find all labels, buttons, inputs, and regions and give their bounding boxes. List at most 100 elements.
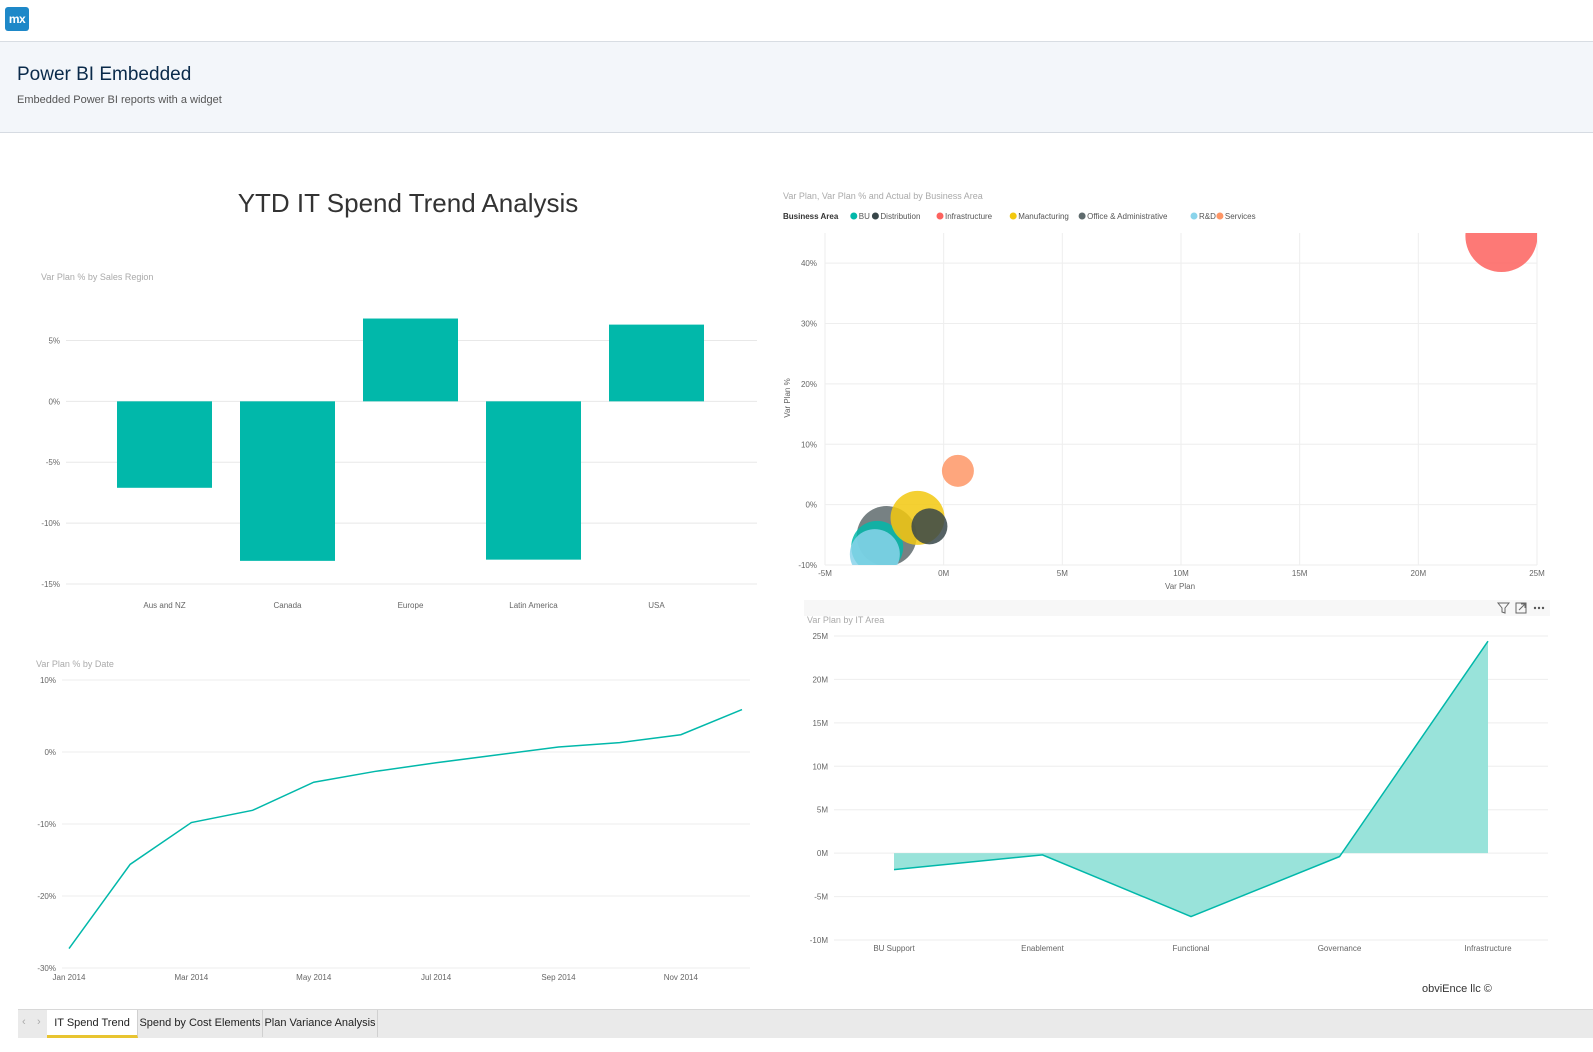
area-chart-series[interactable] (893, 640, 1489, 918)
powerbi-report: YTD IT Spend Trend Analysis Var Plan % b… (0, 133, 1593, 1008)
legend-item[interactable]: Office & Administrative (1087, 212, 1168, 221)
area-visual-header (804, 600, 1550, 616)
legend-item[interactable]: R&D (1199, 212, 1216, 221)
tab-spend-by-cost-elements[interactable]: Spend by Cost Elements (138, 1010, 263, 1037)
x-tick-label: BU Support (873, 944, 915, 953)
x-tick-label: Infrastructure (1464, 944, 1512, 953)
report-credit: obviEnce llc © (1422, 983, 1492, 995)
x-tick-label: 25M (1529, 569, 1545, 578)
scatter-legend[interactable]: Business Area BU Distribution Infrastructur… (783, 212, 1256, 221)
page-header: Power BI Embedded Embedded Power BI repo… (0, 42, 1593, 133)
x-tick-label: Europe (398, 601, 424, 610)
y-tick-label: 0% (805, 501, 817, 510)
line-chart-y-axis: 10% 0% -10% -20% -30% (37, 676, 56, 973)
page-subtitle: Embedded Power BI reports with a widget (17, 94, 222, 106)
x-tick-label: Canada (273, 601, 302, 610)
legend-swatch (1216, 212, 1224, 220)
mendix-logo[interactable]: mx (5, 7, 29, 31)
area-fill[interactable] (894, 641, 1488, 917)
y-tick-label: -10% (37, 820, 56, 829)
y-tick-label: 5% (48, 336, 60, 345)
x-tick-label: 10M (1173, 569, 1189, 578)
legend-item[interactable]: Distribution (880, 212, 920, 221)
tab-it-spend-trend[interactable]: IT Spend Trend (47, 1010, 138, 1038)
y-tick-label: 5M (817, 806, 828, 815)
y-tick-label: 10M (812, 762, 828, 771)
y-tick-label: -10M (810, 936, 829, 945)
tab-plan-variance-analysis[interactable]: Plan Variance Analysis (263, 1010, 378, 1037)
x-tick-label: Jul 2014 (421, 973, 452, 982)
line-series[interactable] (68, 708, 743, 950)
bar[interactable] (240, 401, 335, 561)
line-chart-var-plan-by-date[interactable]: Var Plan % by Date 10% 0% -10% -20% -30% Jan… (36, 659, 750, 982)
x-tick-label: Sep 2014 (541, 973, 576, 982)
y-tick-label: 0% (44, 748, 56, 757)
x-tick-label: -5M (818, 569, 832, 578)
scatter-chart-by-business-area[interactable]: Var Plan, Var Plan % and Actual by Busin… (783, 191, 1545, 591)
line-chart-series[interactable] (68, 708, 743, 950)
y-tick-label: 20% (801, 380, 817, 389)
scatter-y-axis-title: Var Plan % (783, 378, 792, 417)
bubble[interactable] (849, 529, 900, 579)
filter-icon[interactable] (1496, 602, 1511, 614)
bar-chart-y-axis: 5% 0% -5% -10% -15% (41, 336, 60, 589)
legend-swatch (1009, 212, 1017, 220)
legend-swatch (936, 212, 944, 220)
focus-mode-icon[interactable] (1515, 602, 1527, 614)
bar[interactable] (117, 401, 212, 488)
x-tick-label: Governance (1318, 944, 1362, 953)
area-chart-y-axis: 25M 20M 15M 10M 5M 0M -5M -10M (810, 632, 829, 945)
legend-item[interactable]: Infrastructure (945, 212, 993, 221)
legend-swatch (1078, 212, 1086, 220)
bubble[interactable] (911, 508, 948, 545)
y-tick-label: 0M (817, 849, 828, 858)
y-tick-label: -20% (37, 892, 56, 901)
bar-chart-title: Var Plan % by Sales Region (41, 272, 153, 282)
area-chart-var-plan-by-it-area[interactable]: Var Plan by IT Area 25M 20M 15M 10M 5M 0M -5M -… (804, 600, 1550, 953)
x-tick-label: Enablement (1021, 944, 1064, 953)
y-tick-label: 15M (812, 719, 828, 728)
report-page-tabs: ‹ › IT Spend Trend Spend by Cost Element… (18, 1009, 1593, 1038)
legend-item[interactable]: Manufacturing (1018, 212, 1069, 221)
area-line[interactable] (893, 640, 1489, 918)
x-tick-label: Functional (1173, 944, 1210, 953)
legend-swatch (1190, 212, 1198, 220)
y-tick-label: -10% (798, 561, 817, 570)
scatter-chart-bubbles[interactable] (849, 200, 1538, 579)
y-tick-label: 20M (812, 675, 828, 684)
more-options-icon[interactable] (1533, 606, 1545, 610)
y-tick-label: -5% (46, 458, 60, 467)
y-tick-label: 0% (48, 397, 60, 406)
y-tick-label: -15% (41, 580, 60, 589)
x-tick-label: May 2014 (296, 973, 332, 982)
x-tick-label: 0M (938, 569, 949, 578)
bubble[interactable] (941, 454, 974, 487)
bubble[interactable] (1465, 200, 1537, 273)
y-tick-label: -30% (37, 964, 56, 973)
legend-item[interactable]: Services (1225, 212, 1256, 221)
y-tick-label: 25M (812, 632, 828, 641)
x-tick-label: Aus and NZ (143, 601, 185, 610)
bar[interactable] (363, 318, 458, 402)
tab-next-icon[interactable]: › (37, 1016, 41, 1028)
bar[interactable] (609, 324, 704, 402)
y-tick-label: 40% (801, 259, 817, 268)
tab-prev-icon[interactable]: ‹ (22, 1016, 26, 1028)
bar[interactable] (486, 401, 581, 560)
line-chart-grid (62, 679, 750, 969)
legend-item[interactable]: BU (859, 212, 870, 221)
page-title: Power BI Embedded (17, 64, 192, 85)
y-tick-label: -10% (41, 519, 60, 528)
y-tick-label: -5M (814, 893, 828, 902)
x-tick-label: Mar 2014 (174, 973, 208, 982)
scatter-chart-y-axis: -10% 0% 10% 20% 30% 40% (798, 259, 817, 570)
line-chart-title: Var Plan % by Date (36, 659, 114, 669)
bar-chart-var-plan-by-region[interactable]: Var Plan % by Sales Region 5% 0% -5% -10% -1… (41, 272, 757, 610)
bar-chart-x-axis: Aus and NZ Canada Europe Latin America USA (143, 601, 665, 610)
bar-chart-bars[interactable] (117, 318, 704, 561)
x-tick-label: Latin America (509, 601, 558, 610)
y-tick-label: 10% (801, 440, 817, 449)
x-tick-label: USA (648, 601, 665, 610)
app-top-bar: mx (0, 0, 1593, 42)
scatter-chart-title: Var Plan, Var Plan % and Actual by Busin… (783, 191, 983, 201)
